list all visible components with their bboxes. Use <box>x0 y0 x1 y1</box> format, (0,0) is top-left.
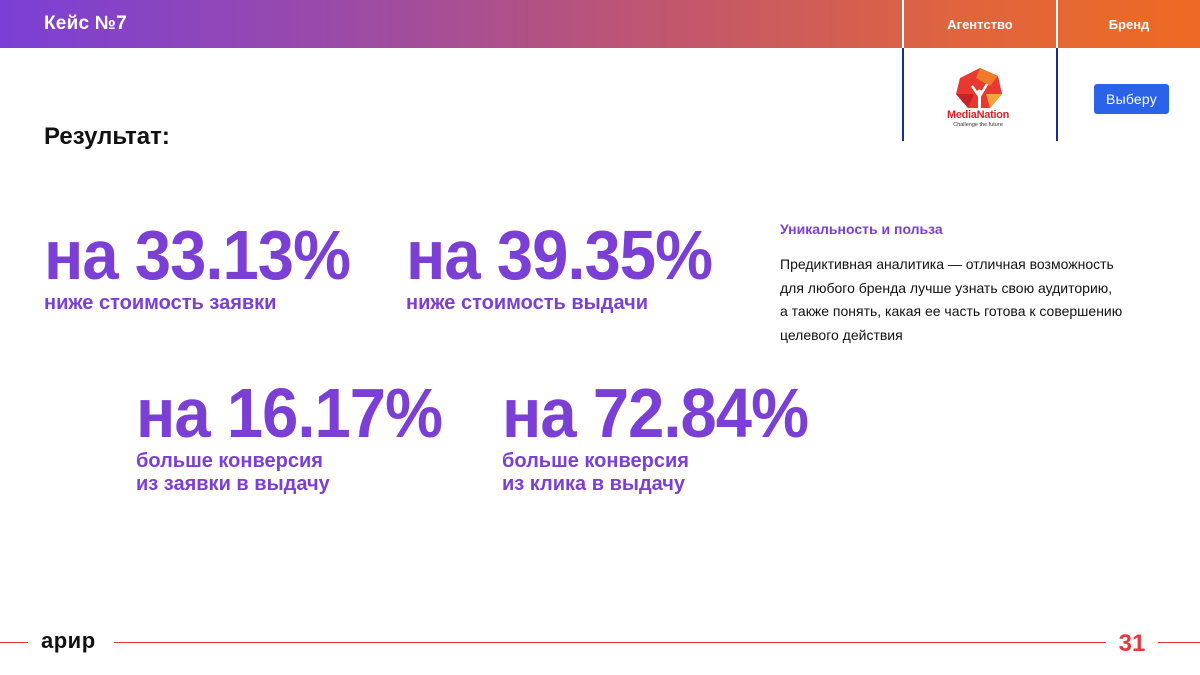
stat-block: на 16.17% больше конверсия из заявки в в… <box>136 378 465 496</box>
footer-rule-right <box>1158 642 1200 643</box>
brand-logo: Выберу <box>1094 84 1169 114</box>
brand-column-header: Бренд <box>1108 17 1150 32</box>
stat-caption-line-1: больше конверсия <box>502 450 689 472</box>
column-divider-brand <box>1056 0 1058 141</box>
stat-value: на 39.35% <box>406 216 713 294</box>
agency-logo-name: MediaNation <box>946 109 1010 121</box>
stat-value: на 72.84% <box>502 374 809 452</box>
page-number: 31 <box>1118 630 1146 657</box>
stat-block: на 39.35% ниже стоимость выдачи <box>406 220 735 315</box>
stat-caption-line-2: из заявки в выдачу <box>136 473 330 495</box>
side-note-title: Уникальность и польза <box>780 221 943 237</box>
stat-caption-line-1: больше конверсия <box>136 450 323 472</box>
footer-rule-left <box>0 642 28 643</box>
agency-logo-tagline: Challenge the future <box>953 122 1003 128</box>
top-banner <box>0 0 1200 48</box>
medianation-logo-icon <box>956 68 1002 108</box>
stat-value: на 33.13% <box>44 216 351 294</box>
arir-logo: арир <box>41 628 96 653</box>
result-heading: Результат: <box>44 123 170 150</box>
side-note-line: целевого действия <box>780 326 903 343</box>
footer-rule <box>114 642 1106 643</box>
stat-caption-line-2: из клика в выдачу <box>502 473 686 495</box>
agency-column-header: Агентство <box>947 17 1013 32</box>
side-note-line: а также понять, какая ее часть готова к … <box>780 303 1123 319</box>
stat-caption: ниже стоимость выдачи <box>406 292 648 314</box>
stat-caption: ниже стоимость заявки <box>44 292 277 314</box>
column-divider-agency <box>902 0 904 141</box>
side-note-text: Предиктивная аналитика — отличная возмож… <box>780 253 1160 347</box>
case-title: Кейс №7 <box>44 13 127 34</box>
stat-block: на 33.13% ниже стоимость заявки <box>44 220 373 315</box>
stat-block: на 72.84% больше конверсия из клика в вы… <box>502 378 831 496</box>
side-note-line: Предиктивная аналитика — отличная возмож… <box>780 256 1114 272</box>
stat-value: на 16.17% <box>136 374 443 452</box>
side-note-line: для любого бренда лучше узнать свою ауди… <box>780 279 1113 296</box>
